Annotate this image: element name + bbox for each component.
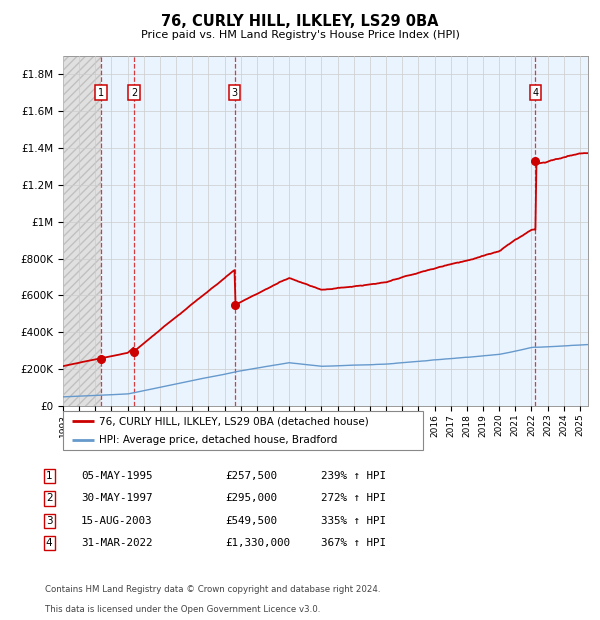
Text: 30-MAY-1997: 30-MAY-1997 bbox=[81, 494, 152, 503]
Text: £295,000: £295,000 bbox=[225, 494, 277, 503]
Bar bbox=[101, 56, 134, 406]
Text: £257,500: £257,500 bbox=[225, 471, 277, 481]
Text: 15-AUG-2003: 15-AUG-2003 bbox=[81, 516, 152, 526]
Text: £549,500: £549,500 bbox=[225, 516, 277, 526]
Text: 1: 1 bbox=[46, 471, 53, 481]
Text: 4: 4 bbox=[46, 538, 53, 548]
Text: 367% ↑ HPI: 367% ↑ HPI bbox=[321, 538, 386, 548]
Text: 76, CURLY HILL, ILKLEY, LS29 0BA: 76, CURLY HILL, ILKLEY, LS29 0BA bbox=[161, 14, 439, 29]
Text: 2: 2 bbox=[131, 87, 137, 97]
Bar bbox=[134, 56, 235, 406]
Text: Contains HM Land Registry data © Crown copyright and database right 2024.: Contains HM Land Registry data © Crown c… bbox=[45, 585, 380, 594]
Text: 2: 2 bbox=[46, 494, 53, 503]
Text: This data is licensed under the Open Government Licence v3.0.: This data is licensed under the Open Gov… bbox=[45, 604, 320, 614]
Bar bbox=[63, 56, 101, 406]
Text: 4: 4 bbox=[532, 87, 539, 97]
Bar bbox=[235, 56, 535, 406]
Text: 1: 1 bbox=[98, 87, 104, 97]
Text: 3: 3 bbox=[232, 87, 238, 97]
Text: 76, CURLY HILL, ILKLEY, LS29 0BA (detached house): 76, CURLY HILL, ILKLEY, LS29 0BA (detach… bbox=[99, 417, 369, 427]
Text: 05-MAY-1995: 05-MAY-1995 bbox=[81, 471, 152, 481]
Bar bbox=[63, 56, 101, 406]
Text: 335% ↑ HPI: 335% ↑ HPI bbox=[321, 516, 386, 526]
Text: 31-MAR-2022: 31-MAR-2022 bbox=[81, 538, 152, 548]
Text: 3: 3 bbox=[46, 516, 53, 526]
Text: 239% ↑ HPI: 239% ↑ HPI bbox=[321, 471, 386, 481]
Text: Price paid vs. HM Land Registry's House Price Index (HPI): Price paid vs. HM Land Registry's House … bbox=[140, 30, 460, 40]
FancyBboxPatch shape bbox=[63, 411, 423, 449]
Bar bbox=[535, 56, 588, 406]
Text: 272% ↑ HPI: 272% ↑ HPI bbox=[321, 494, 386, 503]
Text: £1,330,000: £1,330,000 bbox=[225, 538, 290, 548]
Text: HPI: Average price, detached house, Bradford: HPI: Average price, detached house, Brad… bbox=[99, 435, 337, 445]
